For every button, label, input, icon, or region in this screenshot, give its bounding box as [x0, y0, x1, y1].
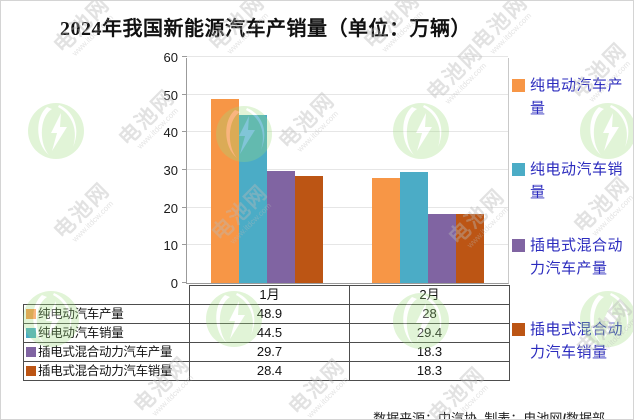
bar-插电式混合动力汽车销量-2月: [455, 214, 484, 283]
legend-swatch-icon: [512, 79, 525, 92]
gridline-60: [187, 56, 508, 57]
table-cell-value: 28.4: [189, 361, 350, 381]
legend-label: 纯电动汽车销量: [530, 161, 624, 201]
plot-area: [182, 56, 509, 284]
bar-groups: [187, 58, 508, 283]
watermark-brand-text: 电池网: [467, 0, 533, 56]
data-table: 1月 2月 纯电动汽车产量 48.9 28 纯电动汽车销量 44.5 29.4 插电式混合动…: [23, 285, 510, 381]
gridline-10: [187, 244, 508, 245]
y-axis-tick-10: [182, 244, 187, 245]
legend-swatch-icon: [512, 239, 525, 252]
chart-title: 2024年我国新能源汽车产销量（单位：万辆）: [60, 18, 471, 40]
table-row-label: 插电式混合动力汽车产量: [23, 342, 190, 362]
y-axis-label-40: 40: [163, 125, 178, 140]
table-row-0: 纯电动汽车产量 48.9 28: [23, 304, 510, 324]
bar-插电式混合动力汽车产量-1月: [267, 171, 296, 283]
bar-纯电动汽车销量-2月: [399, 172, 428, 283]
y-axis-tick-30: [182, 169, 187, 170]
table-cell-value: 29.7: [189, 342, 350, 362]
table-cell-value: 29.4: [349, 323, 510, 343]
table-cell-value: 28: [349, 304, 510, 324]
y-axis-tick-0: [182, 282, 187, 283]
legend-swatch-icon: [512, 163, 525, 176]
y-axis-tick-40: [182, 131, 187, 132]
bar-group-1月: [187, 58, 348, 283]
table-row-3: 插电式混合动力汽车销量 28.4 18.3: [23, 361, 510, 381]
source-caption: 数据来源：中汽协 制表：电池网/数据部: [359, 393, 605, 420]
legend-item-插电式混合动力汽车产量: 插电式混合动力汽车产量: [512, 234, 633, 280]
watermark-text: 电池网 www.itdcw.com: [49, 178, 120, 249]
table-row-1: 纯电动汽车销量 44.5 29.4: [23, 323, 510, 343]
bar-纯电动汽车销量-1月: [239, 115, 268, 283]
table-header-month-1: 1月: [189, 285, 350, 305]
source-caption-dept: 数据部: [565, 411, 605, 420]
gridline-50: [187, 94, 508, 95]
y-axis-tick-50: [182, 94, 187, 95]
bar-group-2月: [348, 58, 509, 283]
bar-纯电动汽车产量-2月: [371, 178, 400, 283]
legend-swatch-icon: [512, 323, 525, 336]
table-corner-blank: [24, 286, 190, 305]
series-swatch-icon: [26, 309, 36, 319]
y-axis-tick-20: [182, 207, 187, 208]
table-cell-value: 18.3: [349, 361, 510, 381]
y-axis-label-20: 20: [163, 201, 178, 216]
legend-item-纯电动汽车销量: 纯电动汽车销量: [512, 158, 633, 204]
table-cell-value: 44.5: [189, 323, 350, 343]
table-row-label: 纯电动汽车销量: [23, 323, 190, 343]
gridline-40: [187, 131, 508, 132]
legend-label: 插电式混合动力汽车销量: [530, 321, 624, 361]
y-axis-label-0: 0: [170, 276, 178, 291]
battery-net-logo-watermark-icon: [27, 102, 85, 160]
series-swatch-icon: [26, 328, 36, 338]
source-caption-text: 数据来源：中汽协 制表：电池网: [373, 411, 563, 420]
y-axis-label-50: 50: [163, 88, 178, 103]
legend-item-纯电动汽车产量: 纯电动汽车产量: [512, 74, 633, 120]
gridline-30: [187, 169, 508, 170]
table-header-month-2: 2月: [349, 285, 510, 305]
bar-纯电动汽车产量-1月: [211, 99, 240, 283]
watermark-text: 电池网 www.itdcw.com: [467, 0, 538, 61]
y-axis-label-10: 10: [163, 238, 178, 253]
y-axis-label-60: 60: [163, 50, 178, 65]
table-row-label: 插电式混合动力汽车销量: [23, 361, 190, 381]
table-cell-value: 18.3: [349, 342, 510, 362]
legend-label: 插电式混合动力汽车产量: [530, 237, 624, 277]
table-cell-value: 48.9: [189, 304, 350, 324]
table-header-row: 1月 2月: [24, 285, 510, 305]
series-swatch-icon: [26, 347, 36, 357]
legend-item-插电式混合动力汽车销量: 插电式混合动力汽车销量: [512, 318, 633, 364]
table-row-label: 纯电动汽车产量: [23, 304, 190, 324]
legend-label: 纯电动汽车产量: [530, 77, 624, 117]
watermark-brand-text: 电池网: [49, 178, 115, 244]
y-axis-tick-60: [182, 56, 187, 57]
series-swatch-icon: [26, 366, 36, 376]
legend: 纯电动汽车产量 纯电动汽车销量 插电式混合动力汽车产量 插电式混合动力汽车销量: [512, 56, 633, 364]
watermark-url-text: www.itdcw.com: [488, 11, 534, 56]
watermark-url-text: www.itdcw.com: [70, 199, 116, 244]
bar-插电式混合动力汽车产量-2月: [427, 214, 456, 283]
bar-插电式混合动力汽车销量-1月: [295, 176, 324, 283]
y-axis-label-30: 30: [163, 163, 178, 178]
table-row-2: 插电式混合动力汽车产量 29.7 18.3: [23, 342, 510, 362]
gridline-20: [187, 207, 508, 208]
source-caption-slash: /: [562, 411, 566, 420]
